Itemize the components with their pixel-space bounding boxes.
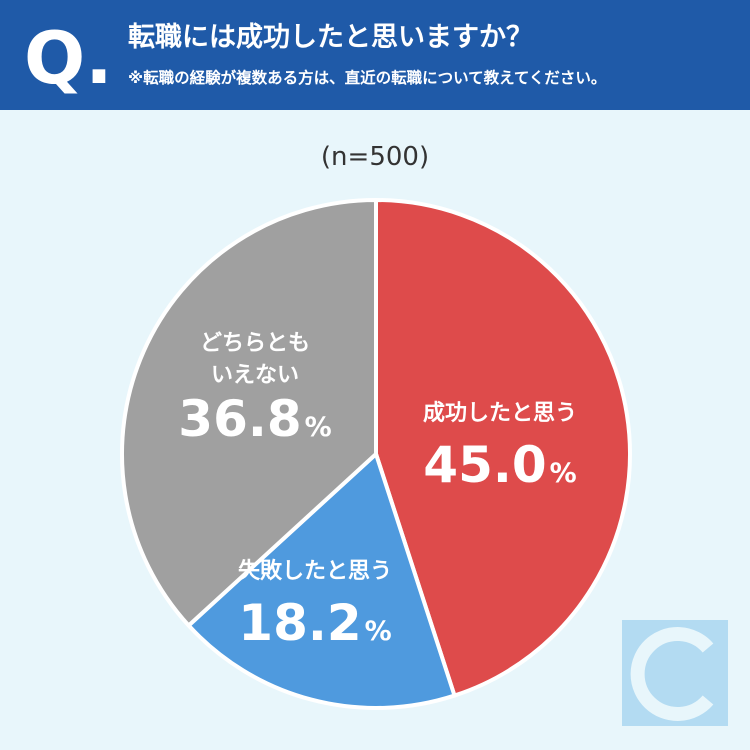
q-mark: Q. xyxy=(24,16,113,100)
brand-logo xyxy=(622,620,728,726)
slice-value-1: 45.0% xyxy=(423,436,576,494)
slice-value-3: 36.8% xyxy=(178,390,331,448)
slice-label-3: いえない xyxy=(211,363,299,388)
slice-label-2: 失敗したと思う xyxy=(238,559,392,584)
pie-slice-3 xyxy=(120,198,378,628)
sample-size: (n=500) xyxy=(320,142,430,172)
question-title: 転職には成功したと思いますか？ xyxy=(128,22,533,53)
pie-slice-1 xyxy=(374,198,632,698)
pie-slice-2 xyxy=(186,452,457,710)
slice-label-1: 成功したと思う xyxy=(423,401,577,426)
slice-value-2: 18.2% xyxy=(238,594,391,652)
slice-label-3: どちらとも xyxy=(200,331,310,356)
question-header: Q. 転職には成功したと思いますか？ ※転職の経験が複数ある方は、直近の転職につ… xyxy=(0,0,750,110)
question-note: ※転職の経験が複数ある方は、直近の転職について教えてください。 xyxy=(128,69,607,87)
